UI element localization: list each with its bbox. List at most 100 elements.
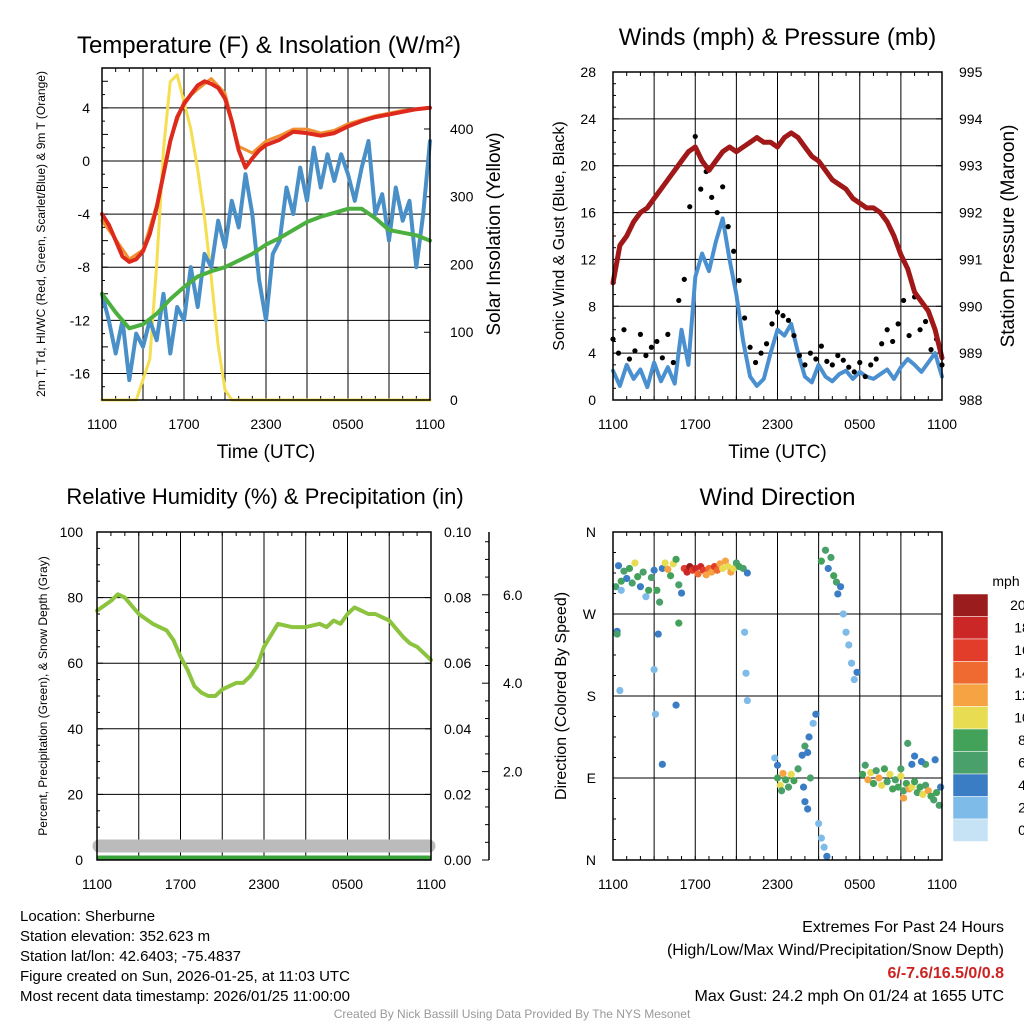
direction-point: [654, 630, 662, 638]
direction-point: [853, 668, 861, 676]
winds-xtick-label: 0500: [844, 416, 875, 432]
winds-xtick-label: 1700: [680, 416, 711, 432]
winds-gust-point: [807, 350, 814, 356]
winds-y2tick-label: 995: [959, 64, 983, 80]
direction-point: [900, 787, 908, 795]
winds-gust-point: [868, 362, 874, 368]
direction-point: [900, 794, 908, 802]
direction-point: [910, 752, 919, 760]
humidity-ytick-label: 60: [67, 655, 83, 671]
winds-gust-point: [681, 276, 687, 282]
direction-point: [910, 778, 919, 786]
winds-y2tick-label: 990: [959, 298, 983, 314]
humidity-ytick-label: 80: [67, 590, 83, 606]
direction-point: [815, 819, 823, 828]
direction-point: [656, 598, 664, 606]
direction-point: [806, 774, 815, 782]
winds-gust-point: [621, 327, 627, 333]
temperature-series-wc: [100, 139, 432, 383]
winds-gust-point: [796, 352, 803, 359]
winds-gust-point: [665, 331, 671, 337]
direction-point: [634, 573, 642, 581]
direction-point: [921, 781, 930, 789]
winds-gust-point: [670, 359, 676, 366]
direction-point: [694, 570, 702, 578]
direction-point: [672, 555, 680, 563]
direction-point: [658, 564, 666, 573]
temperature-y2label: Solar Insolation (Yellow): [484, 132, 505, 335]
direction-legend-label: 18: [1014, 620, 1024, 636]
direction-point: [790, 777, 798, 785]
winds-gust-point: [687, 204, 693, 210]
direction-xtick-label: 2300: [762, 876, 793, 892]
direction-point: [614, 562, 623, 570]
direction-point: [787, 770, 795, 778]
direction-point: [721, 557, 730, 565]
winds-gust-point: [709, 194, 715, 200]
direction-point: [883, 778, 891, 786]
direction-legend-swatch: [952, 728, 989, 752]
direction-point: [908, 760, 916, 768]
direction-point: [845, 641, 853, 649]
direction-point: [675, 619, 683, 627]
winds-gust-point: [780, 313, 786, 319]
humidity-y2tick-label: 0.08: [444, 590, 471, 606]
direction-point: [804, 748, 812, 757]
winds-y2tick-label: 988: [959, 392, 983, 408]
direction-xtick-label: 1100: [598, 876, 628, 892]
direction-point: [708, 568, 716, 576]
winds-gust-point: [763, 341, 770, 347]
humidity-y2tick-label: 0.10: [444, 524, 471, 540]
direction-point: [773, 774, 782, 782]
direction-point: [616, 686, 624, 695]
winds-y2tick-label: 991: [959, 251, 983, 267]
direction-point: [631, 559, 639, 567]
winds-gust-point: [725, 224, 731, 230]
direction-point: [625, 564, 634, 573]
direction-legend-label: 16: [1014, 642, 1024, 658]
direction-xtick-label: 1700: [680, 876, 711, 892]
direction-border: [612, 531, 943, 861]
extremes-values: 6/-7.6/16.5/0/0.8: [887, 965, 1004, 982]
direction-point: [916, 783, 924, 791]
direction-point: [904, 739, 912, 747]
direction-point: [817, 834, 825, 842]
direction-point: [897, 772, 905, 780]
winds-gust-point: [873, 356, 879, 362]
direction-point: [799, 783, 808, 791]
direction-point: [647, 573, 655, 582]
humidity-rh-line: [95, 592, 433, 698]
direction-point: [658, 760, 666, 768]
direction-ytick-label: N: [586, 524, 596, 540]
temperature-insolation-line: [100, 73, 432, 402]
direction-point: [930, 796, 938, 804]
direction-point: [817, 557, 825, 565]
extremes-subtitle: (High/Low/Max Wind/Precipitation/Snow De…: [666, 942, 1004, 959]
direction-point: [889, 785, 897, 793]
humidity-ytick-label: 100: [60, 524, 84, 540]
direction-point: [742, 669, 750, 677]
direction-legend-swatch: [952, 751, 989, 775]
direction-point: [664, 565, 672, 573]
direction-point: [842, 628, 850, 636]
temperature-y2tick-label: 300: [450, 189, 474, 205]
winds-y2tick-label: 993: [959, 158, 983, 174]
winds-gust-point: [742, 315, 748, 321]
winds-gust-point: [901, 297, 907, 304]
direction-point: [743, 696, 751, 705]
direction-ytick-label: W: [583, 606, 597, 622]
direction-point: [861, 761, 869, 769]
direction-point: [935, 801, 943, 809]
direction-ytick-label: S: [587, 688, 596, 704]
direction-ylabel: Direction (Colored By Speed): [553, 592, 570, 800]
winds-gust-point: [884, 327, 890, 333]
winds-gust-point: [862, 373, 868, 380]
winds-gust-point: [643, 352, 649, 359]
winds-gust-point: [879, 341, 885, 347]
winds-gust-point: [835, 352, 841, 359]
direction-point: [702, 571, 710, 579]
direction-point: [902, 779, 910, 788]
direction-xtick-label: 1100: [927, 876, 957, 892]
direction-point: [847, 659, 856, 667]
direction-point: [628, 579, 636, 587]
